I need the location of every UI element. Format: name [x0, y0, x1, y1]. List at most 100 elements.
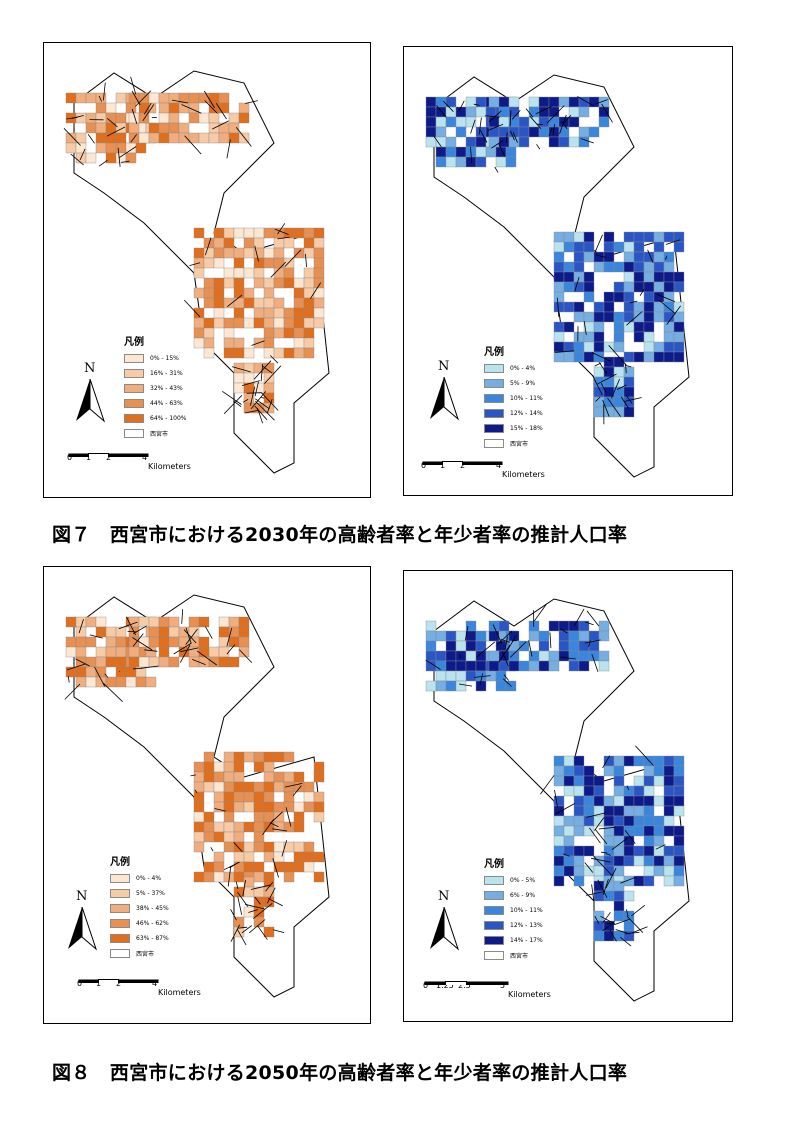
- grid-cell: [233, 871, 245, 883]
- legend-label: 14% - 17%: [510, 937, 543, 944]
- grid-cell: [203, 871, 215, 883]
- grid-cell: [253, 317, 265, 329]
- grid-cell: [273, 317, 285, 329]
- grid-cell: [593, 865, 605, 877]
- grid-cell: [673, 755, 685, 767]
- grid-cell: [653, 251, 665, 263]
- grid-cell: [218, 646, 230, 658]
- grid-cell: [623, 855, 635, 867]
- grid-cell: [213, 821, 225, 833]
- grid-cell: [593, 311, 605, 323]
- grid-cell: [623, 795, 635, 807]
- boundary-line: [250, 391, 267, 410]
- grid-cell: [218, 122, 230, 134]
- grid-cell: [593, 341, 605, 353]
- grid-cell: [128, 656, 140, 668]
- grid-cell: [663, 261, 675, 273]
- boundary-line: [554, 789, 558, 808]
- boundary-line: [185, 628, 198, 645]
- grid-cell: [303, 781, 315, 793]
- grid-cell: [243, 751, 255, 763]
- grid-cell: [633, 805, 645, 817]
- grid-cell: [425, 126, 437, 138]
- grid-cell: [193, 227, 205, 239]
- legend-label: 64% - 100%: [150, 415, 187, 422]
- boundary-line: [591, 884, 595, 903]
- grid-cell: [138, 102, 150, 114]
- grid-cell: [223, 317, 235, 329]
- grid-cell: [598, 650, 610, 662]
- grid-cell: [653, 865, 665, 877]
- boundary-line: [310, 282, 322, 299]
- grid-cell: [223, 831, 235, 843]
- grid-cell: [593, 795, 605, 807]
- scale-bar: 0 1 2 4 Kilometers: [74, 979, 274, 1009]
- grid-cell: [573, 865, 585, 877]
- grid-cell: [243, 791, 255, 803]
- grid-cell: [475, 96, 487, 108]
- grid-cell: [583, 271, 595, 283]
- grid-cell: [563, 271, 575, 283]
- grid-cell: [593, 920, 605, 932]
- grid-cell: [583, 775, 595, 787]
- boundary-line: [237, 929, 247, 946]
- grid-cell: [643, 351, 655, 363]
- boundary-line: [501, 651, 509, 667]
- grid-cell: [313, 801, 325, 813]
- grid-cell: [633, 261, 645, 273]
- boundary-line: [494, 166, 499, 173]
- north-label: N: [84, 361, 96, 376]
- legend-swatch: [484, 364, 504, 373]
- grid-cell: [623, 366, 635, 378]
- grid-cell: [313, 791, 325, 803]
- legend-label: 0% - 15%: [150, 355, 179, 362]
- grid-cell: [263, 297, 275, 309]
- grid-cell: [228, 122, 240, 134]
- boundary-line: [135, 90, 152, 107]
- grid-cell: [445, 640, 457, 652]
- district-boundaries: [425, 603, 666, 947]
- boundary-line: [665, 239, 681, 245]
- legend-swatch: [484, 394, 504, 403]
- grid-cell: [243, 237, 255, 249]
- boundary-line: [118, 146, 137, 159]
- grid-cell: [138, 656, 150, 668]
- grid-cell: [233, 267, 245, 279]
- boundary-line: [189, 262, 201, 266]
- boundary-line: [126, 616, 136, 636]
- boundary-line: [223, 395, 243, 415]
- grid-cell: [673, 351, 685, 363]
- grid-cell: [253, 237, 265, 249]
- grid-cell: [148, 92, 160, 104]
- grid-cell: [488, 116, 500, 128]
- grid-cell: [573, 351, 585, 363]
- boundary-line: [79, 148, 86, 161]
- figure-caption: 図８ 西宮市における2050年の高齢者率と年少者率の推計人口率: [52, 1062, 628, 1084]
- grid-cell: [465, 640, 477, 652]
- grid-cell: [643, 845, 655, 857]
- grid-cell: [568, 640, 580, 652]
- grid-cell: [203, 831, 215, 843]
- grid-cell: [623, 281, 635, 293]
- grid-cell: [75, 142, 87, 154]
- grid-cell: [583, 231, 595, 243]
- boundary-line: [557, 297, 560, 317]
- grid-cell: [663, 351, 675, 363]
- boundary-line: [203, 90, 215, 109]
- grid-cell: [95, 92, 107, 104]
- grid-cell: [553, 321, 565, 333]
- grid-cell: [445, 660, 457, 672]
- boundary-line: [624, 364, 632, 368]
- boundary-line: [600, 851, 607, 854]
- grid-cell: [313, 277, 325, 289]
- boundary-line: [592, 375, 603, 396]
- grid-cell: [553, 331, 565, 343]
- grid-cell: [573, 261, 585, 273]
- boundary-line: [591, 653, 599, 672]
- grid-cell: [653, 351, 665, 363]
- grid-cell: [598, 660, 610, 672]
- boundary-line: [510, 130, 515, 141]
- boundary-line: [525, 108, 534, 118]
- grid-cell: [613, 890, 625, 902]
- boundary-line: [222, 390, 242, 405]
